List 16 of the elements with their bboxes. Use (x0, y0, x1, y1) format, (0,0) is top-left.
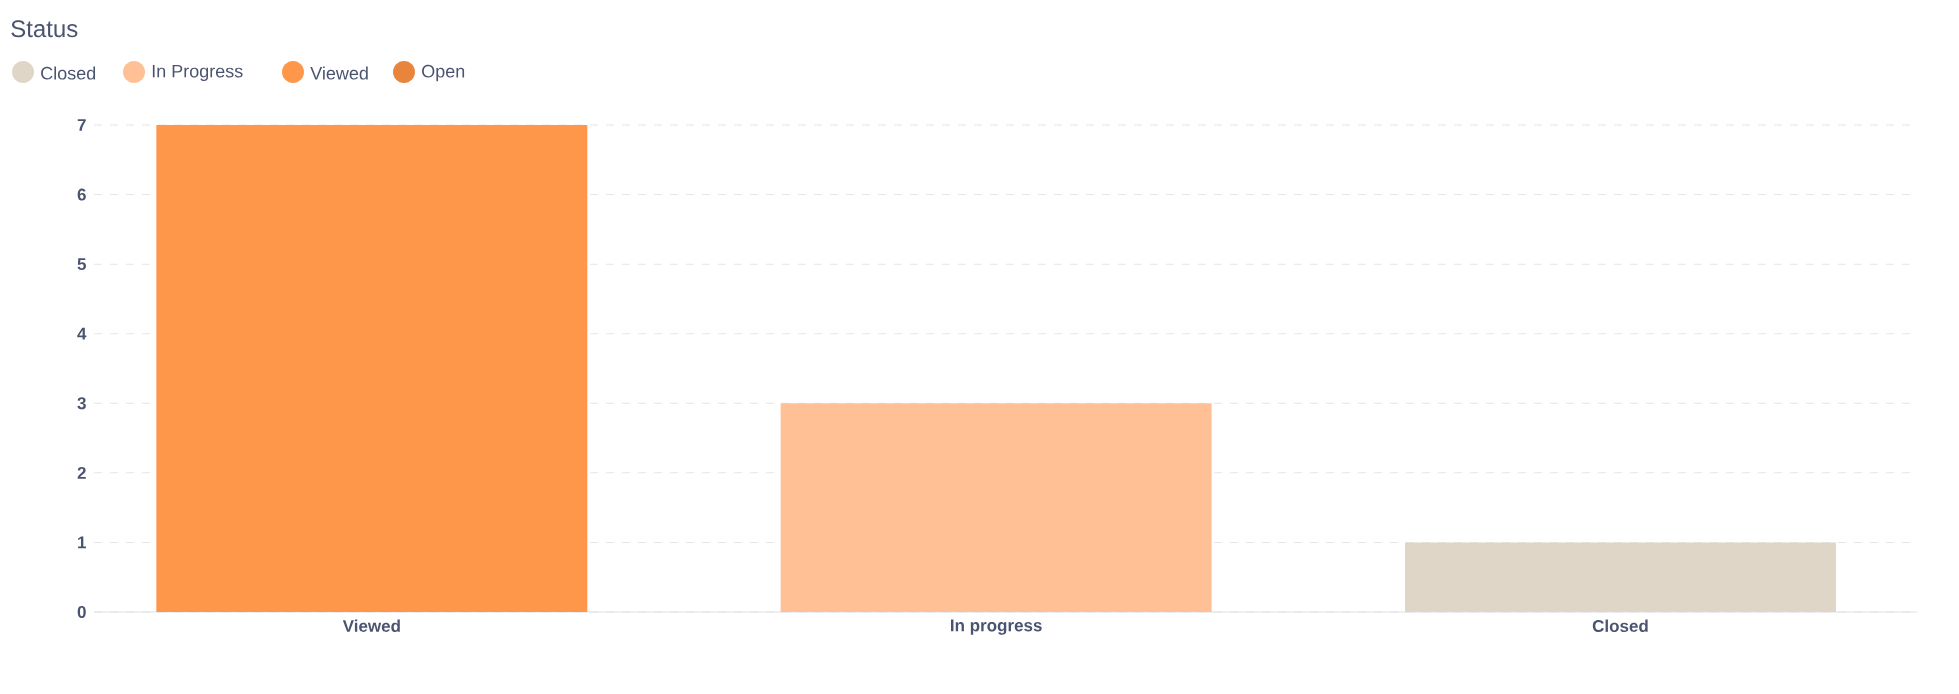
legend-label: Open (422, 64, 465, 82)
y-tick-label: 2 (77, 466, 86, 479)
x-tick-label: In progress (951, 619, 1042, 635)
legend-label: In Progress (152, 64, 243, 82)
y-tick-label: 6 (77, 188, 86, 201)
x-tick-label: Viewed (342, 619, 400, 633)
y-tick-label: 5 (77, 258, 86, 271)
x-tick-label: Closed (1592, 619, 1648, 633)
legend-label: Closed (41, 66, 96, 80)
y-tick-label: 7 (77, 119, 86, 131)
y-tick-label: 0 (77, 605, 86, 619)
chart-title: Status (11, 20, 78, 38)
y-tick-label: 4 (77, 327, 87, 340)
legend-label: Viewed (310, 66, 368, 80)
y-tick-label: 1 (78, 536, 86, 549)
y-tick-label: 3 (77, 397, 86, 410)
